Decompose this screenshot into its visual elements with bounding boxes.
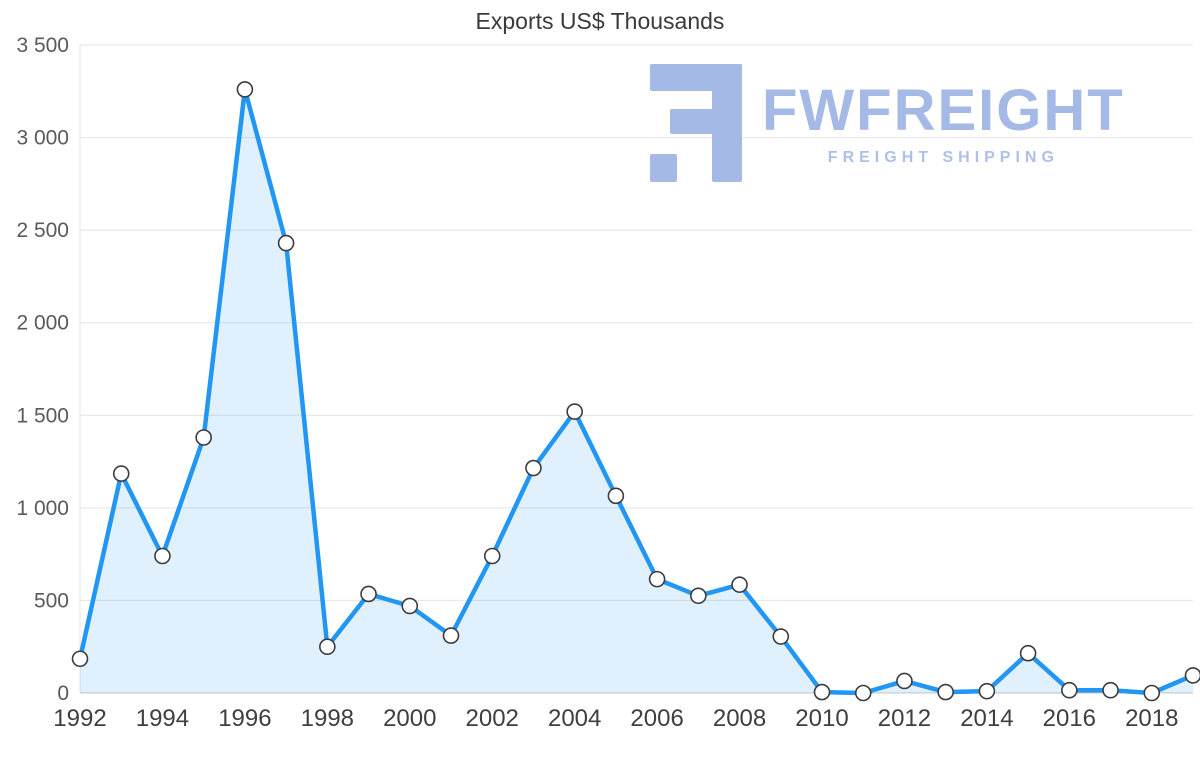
x-tick-label: 2012 bbox=[878, 705, 931, 732]
y-tick-label: 500 bbox=[34, 589, 69, 612]
x-tick-label: 1992 bbox=[53, 705, 106, 732]
data-point[interactable] bbox=[319, 638, 336, 656]
data-point[interactable] bbox=[690, 587, 707, 605]
data-point[interactable] bbox=[978, 682, 996, 700]
y-tick-label: 3 500 bbox=[16, 34, 69, 57]
data-point[interactable] bbox=[442, 627, 460, 644]
y-tick-label: 1 500 bbox=[16, 404, 69, 427]
data-point[interactable] bbox=[360, 585, 377, 603]
y-tick-label: 2 500 bbox=[16, 219, 69, 242]
data-point[interactable] bbox=[112, 465, 130, 482]
data-point[interactable] bbox=[195, 429, 212, 446]
y-tick-label: 1 000 bbox=[16, 497, 69, 520]
data-point[interactable] bbox=[154, 547, 171, 565]
data-point[interactable] bbox=[1143, 684, 1161, 702]
data-point[interactable] bbox=[71, 650, 89, 668]
x-tick-label: 2018 bbox=[1125, 705, 1178, 732]
chart-title: Exports US$ Thousands bbox=[475, 8, 725, 34]
data-point[interactable] bbox=[648, 570, 666, 588]
x-tick-label: 2006 bbox=[630, 705, 683, 732]
data-line bbox=[77, 87, 1196, 696]
x-tick-label: 1996 bbox=[218, 705, 271, 732]
area-fill bbox=[80, 89, 1193, 694]
x-tick-label: 2010 bbox=[795, 705, 848, 732]
data-point[interactable] bbox=[566, 403, 583, 420]
x-tick-label: 2016 bbox=[1043, 705, 1096, 732]
data-point[interactable] bbox=[236, 81, 254, 98]
data-point[interactable] bbox=[483, 547, 501, 565]
data-point[interactable] bbox=[525, 459, 542, 477]
x-tick-label: 2004 bbox=[548, 705, 601, 732]
data-point[interactable] bbox=[813, 683, 831, 701]
data-point[interactable] bbox=[401, 597, 419, 615]
y-tick-label: 2 000 bbox=[16, 312, 69, 335]
data-point[interactable] bbox=[854, 684, 872, 702]
x-tick-label: 2002 bbox=[466, 705, 519, 732]
data-point[interactable] bbox=[1184, 667, 1200, 684]
x-tick-label: 2000 bbox=[383, 705, 436, 732]
data-point[interactable] bbox=[731, 576, 748, 593]
data-point[interactable] bbox=[1061, 681, 1078, 699]
data-point[interactable] bbox=[937, 683, 954, 701]
data-point[interactable] bbox=[896, 672, 913, 690]
data-point[interactable] bbox=[277, 234, 295, 252]
data-point[interactable] bbox=[1019, 644, 1037, 662]
x-tick-label: 2008 bbox=[713, 705, 766, 732]
x-tick-label: 1994 bbox=[136, 705, 189, 732]
y-tick-label: 3 000 bbox=[16, 127, 69, 150]
data-point[interactable] bbox=[772, 628, 790, 645]
x-tick-label: 2014 bbox=[960, 705, 1013, 732]
data-point[interactable] bbox=[1102, 681, 1119, 699]
y-tick-label: 0 bbox=[57, 682, 69, 705]
x-tick-label: 1998 bbox=[301, 705, 354, 732]
data-point[interactable] bbox=[607, 487, 625, 505]
